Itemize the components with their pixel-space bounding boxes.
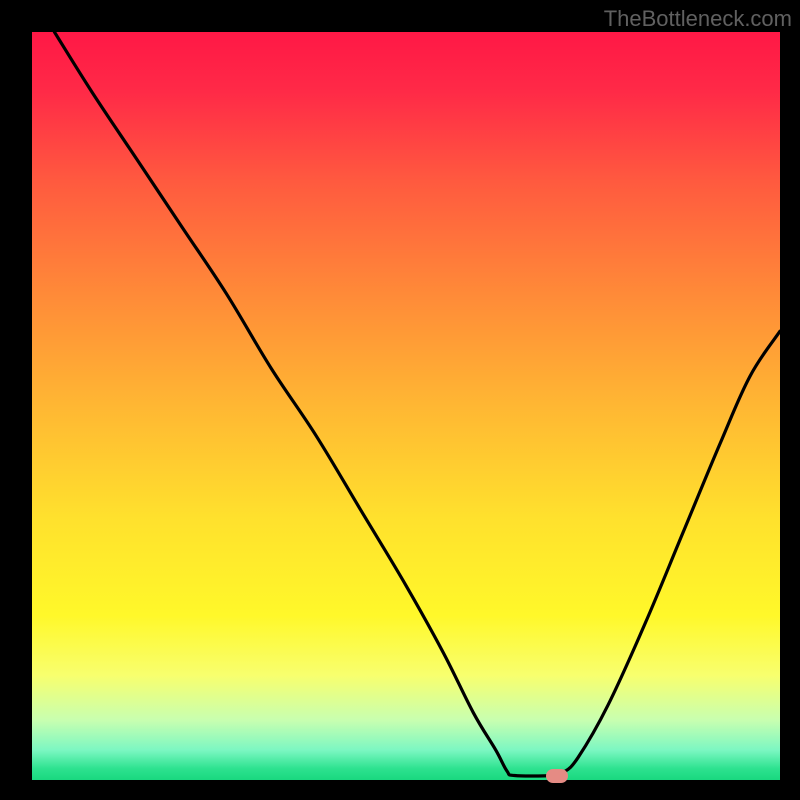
watermark-text: TheBottleneck.com [604,6,792,32]
gradient-background [32,32,780,780]
figure-canvas: TheBottleneck.com [0,0,800,800]
bottleneck-marker [546,769,568,783]
plot-area [32,32,780,780]
